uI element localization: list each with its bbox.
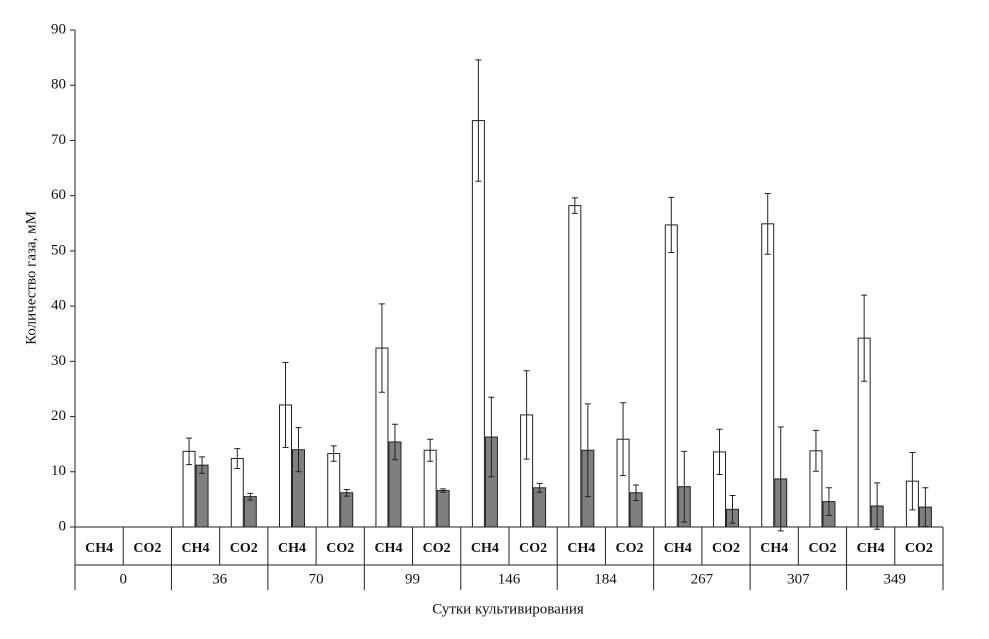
bar [533, 487, 547, 528]
y-tick-label: 0 [59, 518, 67, 534]
category-label: CO2 [519, 541, 547, 556]
error-bar [633, 484, 640, 501]
error-bar [427, 438, 434, 462]
error-bar [716, 428, 723, 476]
error-bar [343, 488, 350, 497]
error-bar [668, 196, 675, 254]
y-tick-label: 80 [51, 77, 66, 93]
error-bar [440, 488, 447, 493]
error-bar [861, 294, 868, 382]
category-label: CH4 [374, 541, 402, 556]
y-tick-label: 30 [51, 353, 66, 369]
y-tick-label: 50 [51, 242, 66, 258]
x-axis-label: Сутки культивирования [432, 601, 584, 617]
error-bar [620, 402, 627, 477]
group-label: 99 [405, 571, 420, 587]
y-tick-label: 60 [51, 187, 66, 203]
category-label: CO2 [616, 541, 644, 556]
bar [327, 453, 341, 528]
y-axis-label: Количество газа, мМ [23, 211, 39, 345]
category-label: CO2 [133, 541, 161, 556]
category-label: CH4 [471, 541, 499, 556]
y-tick-label: 40 [51, 298, 66, 314]
error-bar [874, 482, 881, 530]
bar [195, 464, 209, 528]
error-bar [186, 437, 193, 466]
category-label: CH4 [85, 541, 113, 556]
category-label: CO2 [230, 541, 258, 556]
group-label: 70 [309, 571, 324, 587]
error-bar [295, 427, 302, 473]
error-bar [777, 426, 784, 532]
error-bar [729, 495, 736, 524]
error-bar [536, 482, 543, 493]
bar [243, 496, 257, 528]
error-bar [764, 192, 771, 255]
group-label: 0 [119, 571, 127, 587]
error-bar [234, 448, 241, 469]
error-bar [812, 429, 819, 472]
group-label: 146 [498, 571, 521, 587]
bar [436, 490, 450, 528]
category-label: CO2 [905, 541, 933, 556]
error-bar [571, 197, 578, 214]
error-bar [247, 492, 254, 501]
y-tick-label: 10 [51, 463, 66, 479]
group-label: 36 [212, 571, 228, 587]
category-label: CH4 [182, 541, 210, 556]
bar [340, 492, 354, 528]
group-label: 184 [594, 571, 617, 587]
error-bar [909, 451, 916, 511]
error-bar [282, 361, 289, 448]
group-label: 349 [884, 571, 907, 587]
error-bar [523, 370, 530, 460]
y-tick-label: 90 [51, 21, 66, 37]
bar [664, 224, 678, 528]
error-bar [475, 59, 482, 182]
error-bar [199, 456, 206, 474]
category-label: CH4 [278, 541, 306, 556]
y-tick-label: 70 [51, 132, 66, 148]
category-label: CO2 [808, 541, 836, 556]
group-label: 267 [691, 571, 714, 587]
category-label: CH4 [760, 541, 788, 556]
error-bar [330, 445, 337, 462]
error-bar [391, 423, 398, 461]
error-bar [584, 403, 591, 498]
category-label: CO2 [423, 541, 451, 556]
bar [568, 205, 582, 528]
category-label: CH4 [664, 541, 692, 556]
error-bar [488, 396, 495, 478]
error-bar [825, 487, 832, 516]
category-label: CO2 [326, 541, 354, 556]
category-label: CH4 [857, 541, 885, 556]
error-bar [922, 487, 929, 527]
error-bar [378, 303, 385, 393]
error-bar [681, 450, 688, 523]
bar [761, 223, 775, 528]
group-label: 307 [787, 571, 810, 587]
category-label: CH4 [567, 541, 595, 556]
y-tick-label: 20 [51, 408, 66, 424]
category-label: CO2 [712, 541, 740, 556]
